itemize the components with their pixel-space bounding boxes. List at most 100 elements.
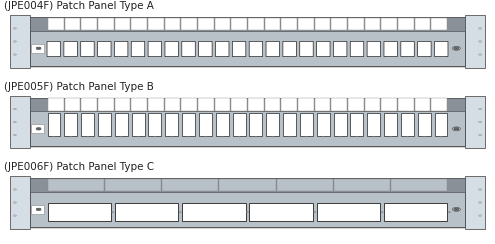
- Bar: [298, 98, 314, 111]
- Bar: [248, 98, 264, 111]
- Bar: [315, 98, 330, 111]
- Circle shape: [238, 136, 240, 137]
- Bar: [198, 18, 214, 30]
- Bar: [48, 98, 64, 111]
- Circle shape: [53, 136, 55, 137]
- Circle shape: [479, 28, 482, 29]
- Bar: [30, 178, 465, 192]
- Circle shape: [171, 136, 173, 137]
- Circle shape: [35, 46, 43, 50]
- Bar: [65, 18, 80, 30]
- Circle shape: [289, 136, 291, 137]
- Bar: [233, 113, 246, 136]
- Bar: [98, 98, 114, 111]
- Circle shape: [111, 212, 114, 213]
- Bar: [398, 98, 414, 111]
- Circle shape: [452, 127, 460, 131]
- Bar: [216, 113, 229, 136]
- FancyBboxPatch shape: [249, 41, 263, 57]
- Bar: [219, 179, 276, 191]
- Circle shape: [454, 47, 459, 50]
- Bar: [365, 98, 380, 111]
- FancyBboxPatch shape: [384, 41, 397, 57]
- Bar: [115, 98, 130, 111]
- Bar: [30, 178, 465, 227]
- Text: (JPE004F) Patch Panel Type A: (JPE004F) Patch Panel Type A: [4, 1, 154, 11]
- Bar: [465, 15, 485, 68]
- Bar: [115, 18, 130, 30]
- Bar: [81, 98, 97, 111]
- Circle shape: [13, 202, 16, 203]
- Bar: [98, 113, 111, 136]
- Circle shape: [373, 136, 375, 137]
- Bar: [31, 124, 44, 133]
- Bar: [31, 44, 44, 53]
- Bar: [215, 98, 230, 111]
- Bar: [30, 98, 465, 111]
- Bar: [10, 176, 30, 229]
- Bar: [281, 98, 297, 111]
- Bar: [64, 113, 77, 136]
- Circle shape: [381, 212, 384, 213]
- Circle shape: [448, 212, 451, 213]
- Circle shape: [154, 136, 156, 137]
- Bar: [331, 98, 347, 111]
- Bar: [162, 179, 218, 191]
- Bar: [48, 113, 60, 136]
- Bar: [265, 98, 280, 111]
- Bar: [198, 98, 214, 111]
- Bar: [30, 17, 465, 66]
- Circle shape: [13, 121, 16, 123]
- Bar: [384, 203, 447, 221]
- FancyBboxPatch shape: [232, 41, 246, 57]
- Circle shape: [36, 208, 41, 211]
- Circle shape: [479, 202, 482, 203]
- Circle shape: [313, 212, 316, 213]
- FancyBboxPatch shape: [131, 41, 145, 57]
- Bar: [348, 18, 364, 30]
- Bar: [391, 179, 447, 191]
- FancyBboxPatch shape: [300, 41, 313, 57]
- Circle shape: [103, 136, 105, 137]
- Bar: [231, 18, 247, 30]
- Bar: [48, 203, 111, 221]
- Bar: [65, 98, 80, 111]
- Circle shape: [13, 189, 16, 190]
- Bar: [199, 113, 212, 136]
- Bar: [181, 98, 197, 111]
- Bar: [418, 113, 431, 136]
- Bar: [415, 18, 430, 30]
- Circle shape: [246, 212, 249, 213]
- Circle shape: [479, 215, 482, 216]
- Text: (JPE005F) Patch Panel Type B: (JPE005F) Patch Panel Type B: [4, 81, 154, 92]
- FancyBboxPatch shape: [81, 41, 94, 57]
- Bar: [334, 179, 390, 191]
- Circle shape: [479, 108, 482, 110]
- FancyBboxPatch shape: [98, 41, 111, 57]
- Bar: [81, 18, 97, 30]
- Bar: [15, 98, 484, 148]
- Circle shape: [36, 47, 41, 50]
- Bar: [15, 18, 484, 68]
- Bar: [165, 98, 180, 111]
- Bar: [182, 113, 195, 136]
- Bar: [348, 98, 364, 111]
- Circle shape: [255, 136, 257, 137]
- Bar: [317, 203, 380, 221]
- Circle shape: [454, 128, 459, 130]
- Circle shape: [390, 136, 392, 137]
- Bar: [283, 113, 296, 136]
- Circle shape: [339, 136, 341, 137]
- Bar: [381, 98, 397, 111]
- Bar: [300, 113, 313, 136]
- Circle shape: [479, 54, 482, 55]
- Circle shape: [454, 208, 459, 211]
- Bar: [381, 18, 397, 30]
- FancyBboxPatch shape: [317, 41, 330, 57]
- FancyBboxPatch shape: [182, 41, 195, 57]
- Bar: [435, 113, 447, 136]
- Circle shape: [13, 54, 16, 55]
- Bar: [115, 113, 128, 136]
- Circle shape: [13, 41, 16, 42]
- FancyBboxPatch shape: [114, 41, 128, 57]
